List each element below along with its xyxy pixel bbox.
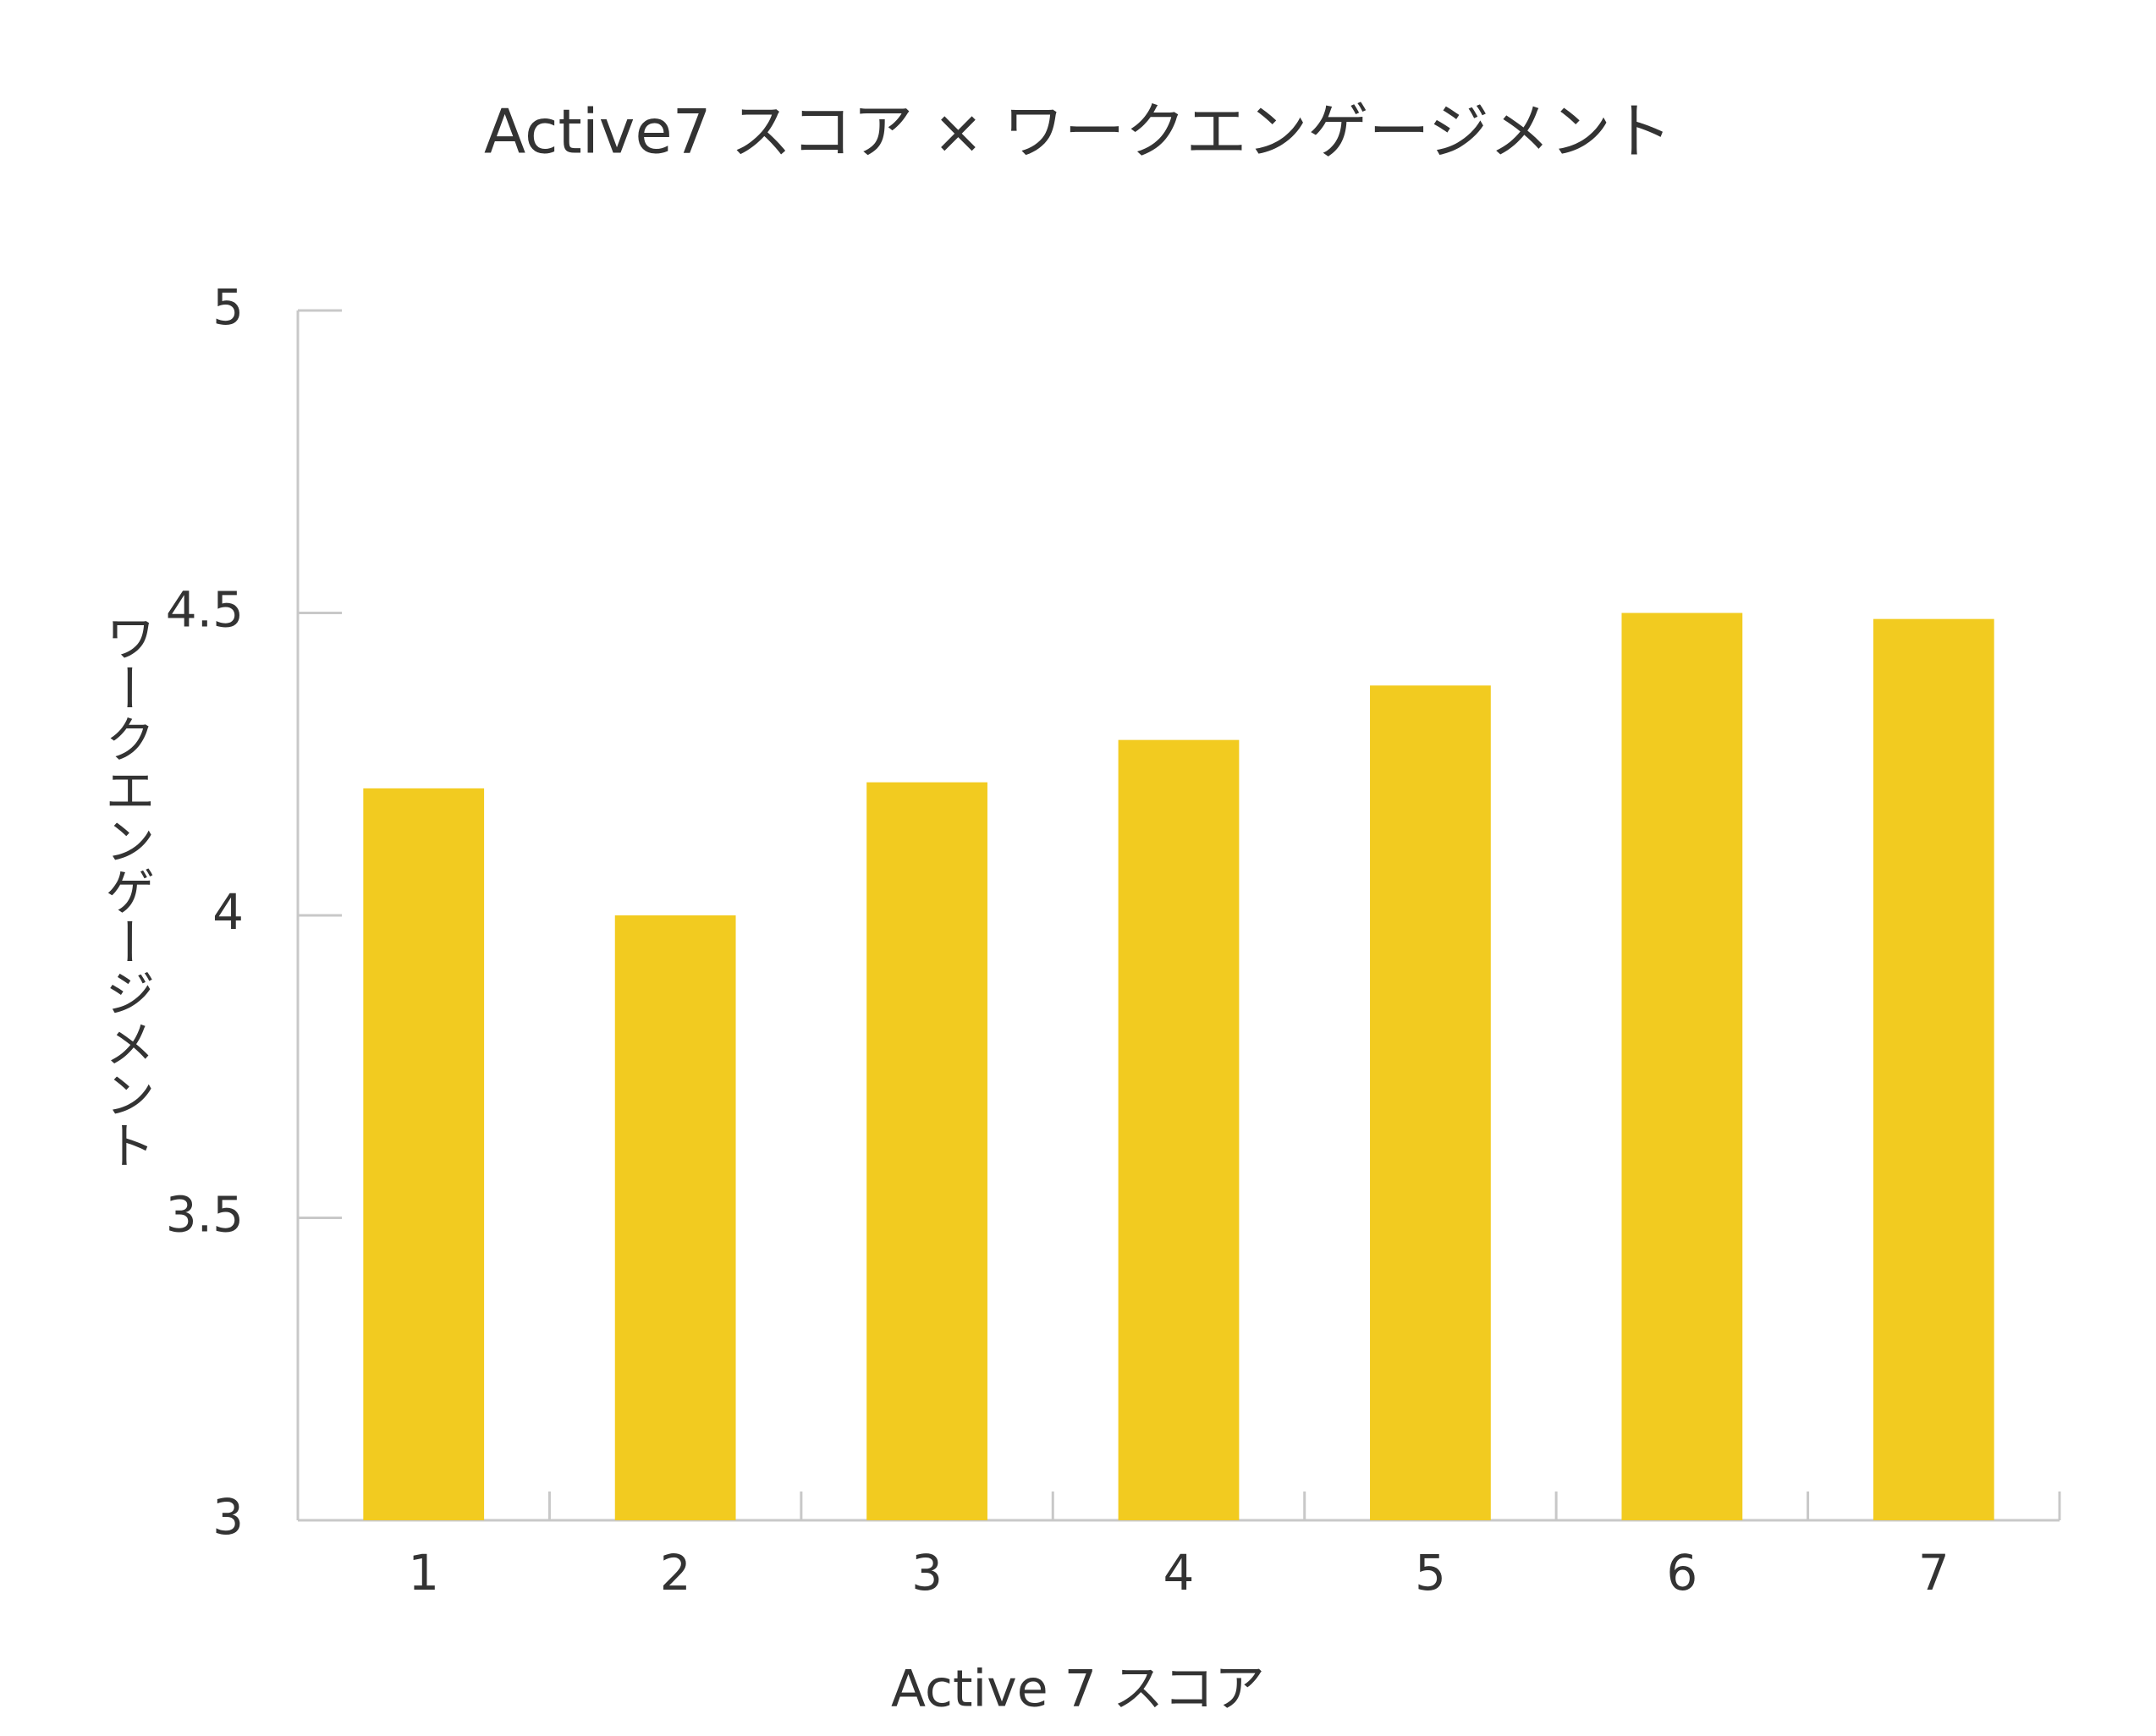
x-axis-label: Active 7 スコア [891,1660,1265,1719]
y-tick-label: 4 [212,883,244,941]
bar [363,788,485,1520]
bar [866,782,987,1520]
x-tick-label: 3 [911,1544,943,1601]
y-axis-label: ワークエンゲージメント [96,612,155,1170]
y-tick-label: 4.5 [166,581,244,639]
x-tick-label: 1 [408,1544,439,1601]
x-tick-label: 7 [1918,1544,1950,1601]
x-tick-label: 2 [660,1544,691,1601]
chart-title: Active7 スコア × ワークエンゲージメント [484,96,1672,168]
bar [1873,618,1994,1520]
y-tick-label: 3 [212,1488,244,1546]
x-tick-label: 4 [1163,1544,1195,1601]
y-tick-label: 3.5 [166,1186,244,1244]
x-tick-label: 5 [1415,1544,1446,1601]
bar [614,915,736,1520]
bar [1370,685,1491,1520]
bar [1621,613,1743,1520]
x-tick-label: 6 [1666,1544,1697,1601]
y-tick-label: 5 [212,278,244,336]
bar [1118,739,1240,1520]
